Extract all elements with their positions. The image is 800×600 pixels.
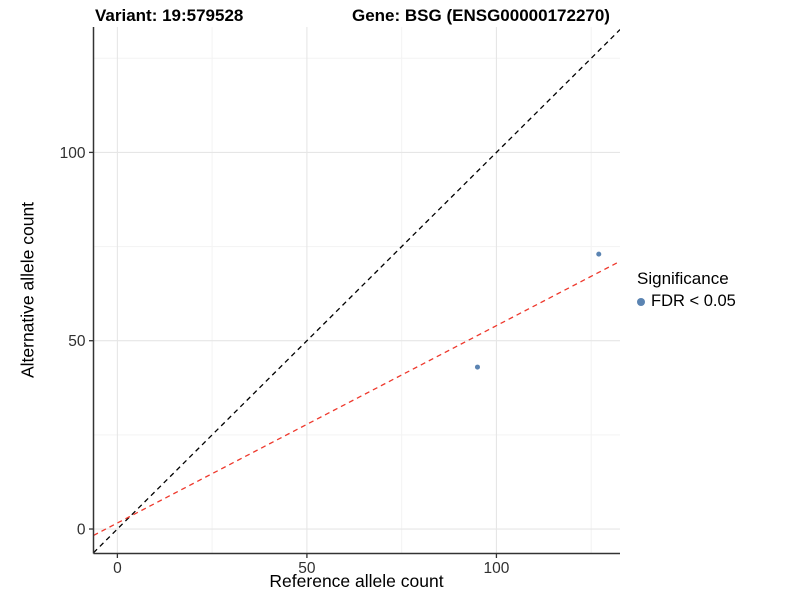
fit-line (93, 260, 620, 537)
plot-title-variant: Variant: 19:579528 (95, 6, 244, 25)
plot-title-gene: Gene: BSG (ENSG00000172270) (352, 6, 610, 25)
x-tick-label: 50 (298, 560, 316, 577)
legend-point-icon (637, 297, 645, 306)
y-tick-label: 50 (68, 333, 86, 350)
x-tick-label: 0 (113, 560, 122, 577)
data-point (596, 251, 602, 257)
legend-item-label: FDR < 0.05 (651, 292, 736, 310)
x-axis-title: Reference allele count (269, 571, 444, 591)
legend-title: Significance (637, 269, 729, 288)
y-tick-label: 0 (77, 522, 86, 539)
data-point (474, 364, 480, 370)
x-tick-label: 100 (483, 560, 509, 577)
y-axis-title: Alternative allele count (17, 201, 38, 379)
legend-item: FDR < 0.05 (637, 292, 736, 311)
y-tick-label: 100 (60, 145, 86, 162)
identity-line (93, 29, 620, 554)
legend: Significance FDR < 0.05 (637, 269, 736, 311)
